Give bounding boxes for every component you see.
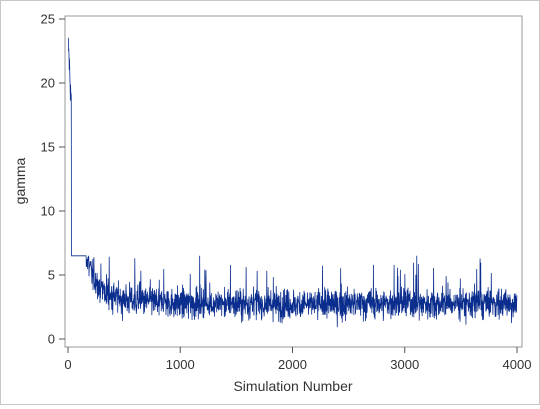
- y-axis: 0 5 10 15 20 25: [41, 12, 65, 347]
- x-tick-label: 2000: [278, 357, 307, 372]
- series-line-gamma: [67, 37, 518, 328]
- x-tick-label: 4000: [503, 357, 532, 372]
- x-tick-label: 0: [64, 357, 71, 372]
- y-tick-label: 10: [41, 204, 55, 219]
- y-axis-label: gamma: [12, 157, 28, 204]
- x-tick-label: 3000: [390, 357, 419, 372]
- y-tick-label: 25: [41, 12, 55, 27]
- x-axis-label: Simulation Number: [233, 378, 352, 394]
- y-tick-label: 15: [41, 140, 55, 155]
- y-tick-label: 20: [41, 76, 55, 91]
- x-tick-label: 1000: [166, 357, 195, 372]
- x-axis: 0 1000 2000 3000 4000: [64, 347, 531, 372]
- y-tick-label: 0: [48, 332, 55, 347]
- y-tick-label: 5: [48, 268, 55, 283]
